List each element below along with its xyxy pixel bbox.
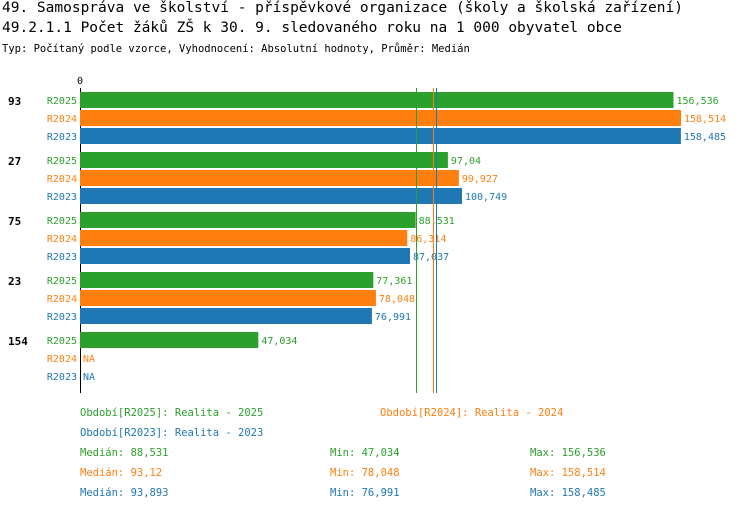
bar [80,92,674,108]
legend-max-r2025: Max: 156,536 [530,447,606,459]
group-label: 75 [8,215,21,228]
value-label: NA [83,354,95,365]
value-label: 87,037 [413,252,449,263]
chart-title: 49. Samospráva ve školství - příspěvkové… [2,0,683,16]
series-label: R2024 [47,114,77,125]
series-label: R2025 [47,276,77,287]
bar [80,230,408,246]
bar [80,128,681,144]
series-label: R2025 [47,216,77,227]
bar [80,188,462,204]
bar [80,212,416,228]
series-label: R2024 [47,174,77,185]
bar [80,248,410,264]
group-label: 27 [8,155,21,168]
bar [80,332,259,348]
legend-median-r2024: Medián: 93,12 [80,467,163,479]
group-label: 154 [8,335,28,348]
value-label: 78,048 [379,294,415,305]
series-label: R2023 [47,372,77,383]
legend-median-r2023: Medián: 93,893 [80,487,169,499]
legend-min-r2024: Min: 78,048 [330,467,400,479]
group-label: 93 [8,95,21,108]
series-label: R2024 [47,294,77,305]
bar [80,170,459,186]
value-label: 97,04 [451,156,481,167]
series-label: R2024 [47,234,77,245]
legend-min-r2023: Min: 76,991 [330,487,400,499]
legend-max-r2024: Max: 158,514 [530,467,606,479]
legend-median-r2025: Medián: 88,531 [80,447,169,459]
series-label: R2023 [47,312,77,323]
series-label: R2025 [47,336,77,347]
legend-max-r2023: Max: 158,485 [530,487,606,499]
group-label: 23 [8,275,21,288]
bar [80,110,681,126]
value-label: 77,361 [376,276,412,287]
value-label: 86,314 [410,234,446,245]
legend-period-r2025: Období[R2025]: Realita - 2025 [80,407,264,419]
value-label: 158,485 [684,132,726,143]
bar [80,308,372,324]
series-label: R2023 [47,252,77,263]
bar-chart: 0 93 R2025 156,536 R2024 158,514 R2023 158,485 2… [8,76,726,393]
chart-subtitle-indicator: 49.2.1.1 Počet žáků ZŠ k 30. 9. sledovan… [2,20,622,36]
value-label: 76,991 [375,312,411,323]
value-label: 158,514 [684,114,726,125]
chart-type-info: Typ: Počítaný podle vzorce, Vyhodnocení:… [2,43,470,55]
axis-zero-label: 0 [77,76,83,87]
value-label: 47,034 [261,336,297,347]
series-label: R2023 [47,192,77,203]
value-label: NA [83,372,95,383]
series-label: R2023 [47,132,77,143]
series-label: R2025 [47,156,77,167]
series-label: R2024 [47,354,77,365]
legend-min-r2025: Min: 47,034 [330,447,400,459]
legend-period-r2023: Období[R2023]: Realita - 2023 [80,427,264,439]
bar [80,290,376,306]
bar [80,272,374,288]
legend-period-r2024: Období[R2024]: Realita - 2024 [380,407,564,419]
bar [80,152,448,168]
value-label: 100,749 [465,192,507,203]
series-label: R2025 [47,96,77,107]
value-label: 99,927 [462,174,498,185]
value-label: 156,536 [677,96,719,107]
